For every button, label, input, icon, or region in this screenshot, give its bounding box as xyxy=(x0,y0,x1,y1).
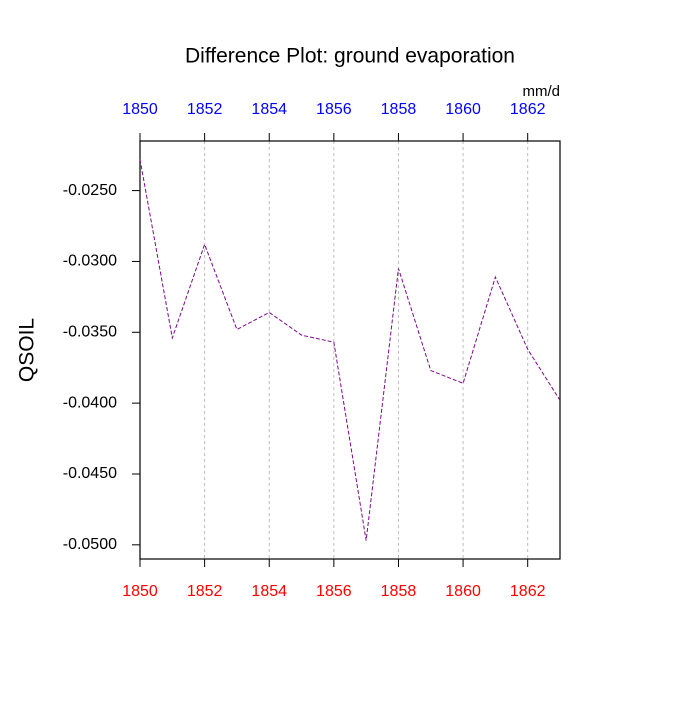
x2-tick-label: 1852 xyxy=(187,101,223,118)
y-tick-label: -0.0450 xyxy=(63,465,117,482)
data-line xyxy=(139,159,561,541)
x-tick-label: 1854 xyxy=(251,583,287,600)
x-tick-label: 1852 xyxy=(187,583,223,600)
plot-frame xyxy=(139,140,561,560)
y-axis-label: QSOIL xyxy=(16,318,39,382)
x2-tick-label: 1856 xyxy=(316,101,352,118)
x2-tick-label: 1862 xyxy=(510,101,546,118)
y-tick-label: -0.0400 xyxy=(63,394,117,411)
x2-tick-label: 1860 xyxy=(445,101,481,118)
chart-title: Difference Plot: ground evaporation xyxy=(185,45,515,68)
units-label: mm/d xyxy=(523,83,561,100)
x-tick-label: 1860 xyxy=(445,583,481,600)
x2-tick-label: 1858 xyxy=(381,101,417,118)
y-tick-label: -0.0350 xyxy=(63,324,117,341)
x-tick-label: 1856 xyxy=(316,583,352,600)
x-tick-label: 1850 xyxy=(122,583,158,600)
y-tick-label: -0.0300 xyxy=(63,253,117,270)
x-tick-label: 1862 xyxy=(510,583,546,600)
x2-tick-label: 1854 xyxy=(251,101,287,118)
x-tick-label: 1858 xyxy=(381,583,417,600)
y-tick-label: -0.0250 xyxy=(63,182,117,199)
y-tick-label: -0.0500 xyxy=(63,536,117,553)
x2-tick-label: 1850 xyxy=(122,101,158,118)
